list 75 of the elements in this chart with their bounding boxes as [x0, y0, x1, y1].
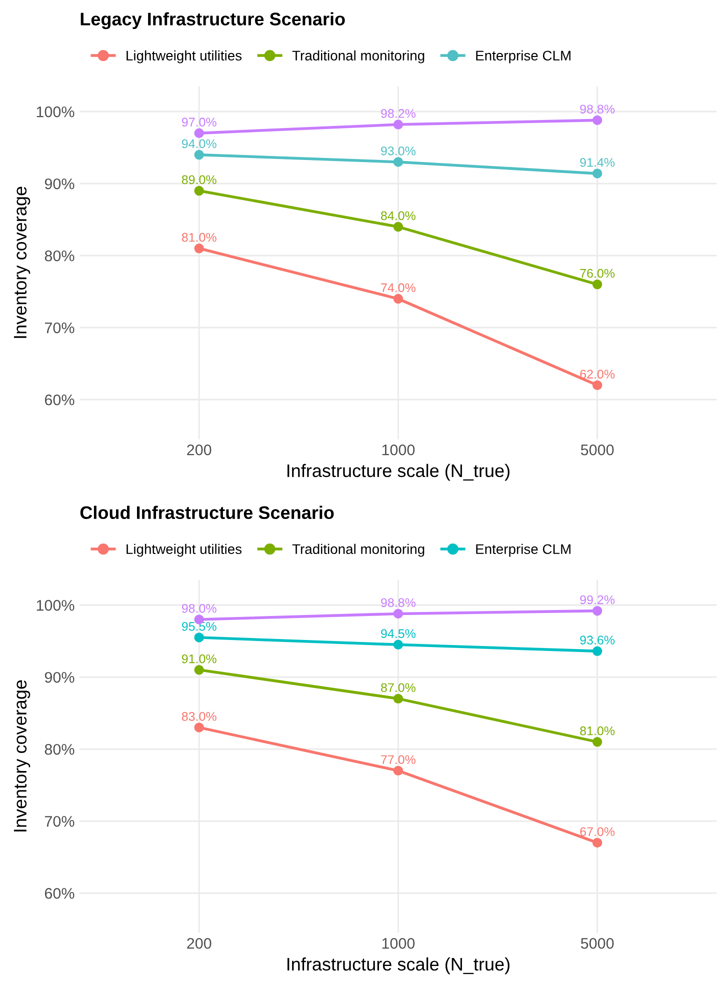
- data-label: 83.0%: [182, 712, 216, 721]
- x-tick-label: 1000: [382, 938, 415, 949]
- point: [393, 766, 404, 776]
- x-tick-label: 200: [187, 444, 212, 456]
- point: [592, 115, 602, 126]
- data-label: 84.0%: [381, 211, 416, 220]
- point: [393, 157, 404, 167]
- y-tick-label: 80%: [44, 744, 74, 755]
- data-label: 76.0%: [580, 268, 615, 278]
- data-label: 94.0%: [182, 139, 216, 148]
- legend-label: Lightweight utilities: [126, 544, 242, 557]
- point: [393, 222, 404, 232]
- data-label: 62.0%: [580, 370, 615, 379]
- point: [393, 120, 404, 130]
- legend-label: Traditional monitoring: [292, 50, 424, 64]
- point: [393, 640, 404, 650]
- data-label: 99.2%: [580, 595, 615, 604]
- legend-label: Enterprise CLM: [476, 50, 570, 64]
- y-tick-label: 100%: [36, 600, 74, 611]
- legend-label: Traditional monitoring: [292, 544, 424, 557]
- y-tick-label: 90%: [44, 672, 74, 683]
- point: [592, 838, 602, 848]
- y-tick-label: 80%: [44, 250, 74, 262]
- point: [592, 280, 602, 290]
- point: [393, 294, 404, 304]
- data-label: 98.8%: [580, 104, 615, 114]
- y-tick-label: 60%: [44, 394, 74, 406]
- data-label: 67.0%: [580, 827, 615, 836]
- y-tick-label: 100%: [36, 106, 74, 118]
- data-label: 94.5%: [381, 629, 416, 638]
- x-tick-label: 200: [187, 938, 212, 949]
- data-label: 93.0%: [381, 146, 416, 156]
- y-tick-label: 70%: [44, 816, 74, 827]
- point: [194, 186, 204, 196]
- chart-title: Cloud Infrastructure Scenario: [80, 506, 334, 520]
- x-tick-label: 1000: [382, 444, 415, 456]
- x-axis-title: Infrastructure scale (N_true): [287, 464, 510, 481]
- data-label: 91.0%: [182, 654, 216, 664]
- data-label: 91.4%: [580, 158, 615, 167]
- point: [194, 150, 204, 160]
- point: [393, 608, 404, 619]
- data-label: 98.2%: [381, 109, 416, 118]
- data-label: 95.5%: [182, 622, 216, 631]
- point: [194, 128, 204, 138]
- y-axis-title: Inventory coverage: [14, 680, 30, 832]
- x-tick-label: 5000: [580, 444, 614, 456]
- y-tick-label: 90%: [44, 178, 74, 190]
- point: [194, 722, 204, 732]
- legend-label: Enterprise CLM: [476, 544, 570, 557]
- point: [194, 665, 204, 675]
- point: [592, 168, 602, 178]
- data-label: 93.6%: [580, 636, 615, 645]
- data-label: 97.0%: [182, 118, 216, 127]
- point: [592, 646, 602, 656]
- point: [592, 606, 602, 616]
- data-label: 81.0%: [182, 232, 216, 242]
- data-label: 89.0%: [182, 175, 216, 184]
- point: [393, 694, 404, 704]
- point: [194, 632, 204, 642]
- data-label: 74.0%: [381, 283, 416, 292]
- data-label: 81.0%: [580, 726, 615, 736]
- data-label: 98.0%: [182, 604, 216, 613]
- y-tick-label: 70%: [44, 322, 74, 334]
- point: [194, 244, 204, 254]
- legend-label: Lightweight utilities: [126, 50, 242, 64]
- data-label: 77.0%: [381, 755, 416, 764]
- y-axis-title: Inventory coverage: [14, 186, 30, 338]
- chart-title: Legacy Infrastructure Scenario: [80, 12, 345, 30]
- data-label: 98.8%: [381, 598, 416, 608]
- x-tick-label: 5000: [580, 938, 614, 949]
- x-axis-title: Infrastructure scale (N_true): [287, 957, 510, 974]
- point: [592, 737, 602, 747]
- point: [592, 380, 602, 390]
- data-label: 87.0%: [381, 683, 416, 692]
- y-tick-label: 60%: [44, 888, 74, 899]
